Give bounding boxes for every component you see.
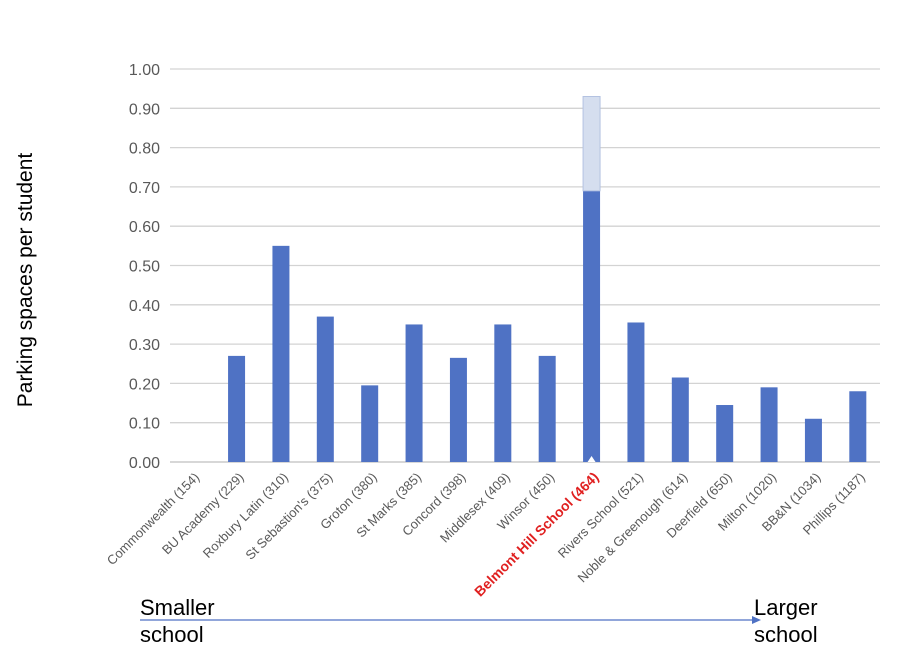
larger-school-note: Larger school [754, 594, 818, 648]
y-axis-label: Parking spaces per student [6, 60, 46, 500]
y-tick-label: 0.40 [129, 298, 160, 315]
smaller-school-line2: school [140, 622, 204, 647]
x-tick-labels: Commonwealth (154)BU Academy (229)Roxbur… [104, 469, 868, 600]
y-tick-labels: 0.00 0.10 0.20 0.30 0.40 0.50 0.60 0.70 0.80 0.90… [129, 62, 160, 472]
bar [804, 418, 822, 462]
bar [494, 324, 512, 462]
bar [228, 355, 246, 462]
bar [405, 324, 423, 462]
bar [760, 387, 778, 462]
x-tick-label: BU Academy (229) [159, 470, 247, 558]
highlight-marker [587, 456, 596, 462]
y-tick-label: 0.60 [129, 219, 160, 236]
larger-school-line1: Larger [754, 595, 818, 620]
y-tick-label: 1.00 [129, 62, 160, 79]
bars [228, 96, 867, 462]
bar [671, 377, 689, 462]
bar [272, 245, 290, 462]
y-tick-label: 0.50 [129, 259, 160, 276]
y-axis-label-text: Parking spaces per student [14, 152, 37, 408]
y-tick-label: 0.10 [129, 416, 160, 433]
y-tick-label: 0.80 [129, 141, 160, 158]
y-tick-label: 0.90 [129, 101, 160, 118]
bar [316, 316, 334, 462]
bar [627, 322, 645, 462]
y-tick-label: 0.30 [129, 337, 160, 354]
larger-school-line2: school [754, 622, 818, 647]
bar [583, 190, 601, 462]
bar-extra [582, 96, 601, 192]
y-tick-label: 0.70 [129, 180, 160, 197]
x-tick-label: Roxbury Latin (310) [200, 470, 291, 561]
bar [361, 385, 379, 462]
y-tick-label: 0.20 [129, 376, 160, 393]
bar [449, 357, 467, 462]
size-arrow [140, 616, 761, 624]
bar [849, 391, 867, 462]
x-tick-label: Rivers School (521) [555, 470, 646, 561]
y-tick-label: 0.00 [129, 455, 160, 472]
bar [538, 355, 556, 462]
smaller-school-line1: Smaller [140, 595, 215, 620]
bar [716, 405, 734, 462]
smaller-school-note: Smaller school [140, 594, 215, 648]
